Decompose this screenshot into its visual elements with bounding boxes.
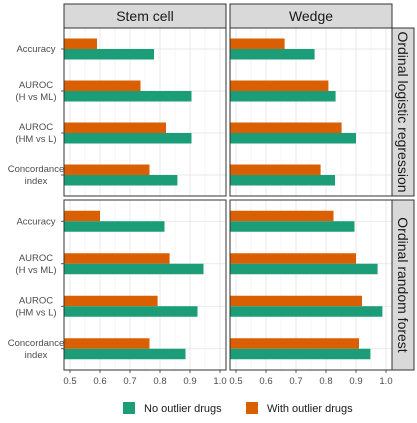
- panels: [63, 27, 393, 371]
- bar-with-outlier: [230, 253, 356, 264]
- panel-border: [63, 27, 227, 197]
- panel: [63, 27, 227, 197]
- x-tick-label: 1.0: [379, 376, 392, 387]
- bar-with-outlier: [64, 122, 166, 133]
- bar-with-outlier: [230, 295, 362, 307]
- y-tick-label: AUROC: [19, 253, 53, 264]
- panel-border: [63, 199, 227, 371]
- y-tick-label: Concordance: [8, 338, 65, 349]
- bar-no-outlier: [64, 221, 165, 232]
- y-tick-label: (H vs ML): [15, 265, 56, 276]
- panel: [229, 199, 393, 371]
- x-tick-label: 0.6: [259, 376, 272, 387]
- y-tick-label: AUROC: [19, 122, 53, 133]
- bar-no-outlier: [230, 306, 383, 317]
- x-tick-label: 1.0: [213, 376, 226, 387]
- x-axis-labels: 0.5 0.6 0.7 0.8 0.9 1.0 0.5 0.6 0.7 0.8 0.9 1.0: [63, 370, 393, 387]
- y-tick-label: Concordance: [8, 164, 65, 175]
- bar-with-outlier: [230, 122, 342, 133]
- bar-with-outlier: [230, 164, 321, 175]
- bar-no-outlier: [230, 49, 315, 60]
- legend: No outlier drugs With outlier drugs: [123, 402, 353, 415]
- bar-with-outlier: [64, 253, 170, 264]
- row-strip-label: Ordinal random forest: [395, 217, 411, 353]
- bar-no-outlier: [64, 175, 178, 186]
- bar-no-outlier: [230, 175, 335, 186]
- bar-with-outlier: [230, 210, 334, 222]
- y-tick-label: (H vs ML): [15, 92, 56, 103]
- panel-border: [229, 199, 393, 371]
- x-tick-label: 0.6: [93, 376, 106, 387]
- panel: [63, 199, 227, 371]
- x-tick-label: 0.5: [229, 376, 242, 387]
- y-tick-label: (HM vs L): [15, 307, 56, 318]
- bar-with-outlier: [64, 164, 150, 175]
- y-tick-label: AUROC: [19, 295, 53, 306]
- y-tick-label: index: [25, 350, 48, 361]
- bar-with-outlier: [64, 38, 97, 49]
- legend-label-no-outlier: No outlier drugs: [144, 403, 222, 415]
- bar-with-outlier: [64, 338, 150, 349]
- y-tick-label: (HM vs L): [15, 134, 56, 145]
- y-tick-label: Accuracy: [16, 216, 55, 227]
- row-strips: Ordinal logistic regression Ordinal rand…: [391, 27, 415, 371]
- legend-swatch-with-outlier: [246, 402, 258, 414]
- x-tick-label: 0.9: [349, 376, 362, 387]
- bar-no-outlier: [64, 49, 154, 60]
- bar-no-outlier: [64, 348, 186, 360]
- bar-with-outlier: [64, 80, 141, 91]
- bar-with-outlier: [230, 38, 285, 49]
- bar-with-outlier: [64, 210, 100, 222]
- legend-swatch-no-outlier: [123, 402, 135, 414]
- legend-label-with-outlier: With outlier drugs: [267, 403, 353, 415]
- x-tick-label: 0.8: [153, 376, 166, 387]
- row-strip-label: Ordinal logistic regression: [395, 31, 411, 192]
- x-tick-label: 0.8: [319, 376, 332, 387]
- y-tick-label: index: [25, 176, 48, 187]
- bar-no-outlier: [230, 348, 371, 360]
- bar-no-outlier: [230, 133, 356, 144]
- y-tick-label: Accuracy: [16, 44, 55, 55]
- panel-border: [229, 27, 393, 197]
- bar-with-outlier: [64, 295, 158, 307]
- column-strip-label: Wedge: [289, 8, 333, 24]
- bar-no-outlier: [230, 221, 355, 232]
- column-strips: Stem cell Wedge: [63, 3, 393, 29]
- bar-no-outlier: [230, 91, 336, 102]
- bar-no-outlier: [64, 263, 204, 275]
- column-strip-label: Stem cell: [116, 8, 174, 24]
- x-tick-label: 0.7: [289, 376, 302, 387]
- bar-no-outlier: [64, 306, 198, 317]
- bar-no-outlier: [64, 91, 192, 102]
- y-tick-label: AUROC: [19, 80, 53, 91]
- panel: [229, 27, 393, 197]
- bar-with-outlier: [230, 338, 359, 349]
- bar-with-outlier: [230, 80, 329, 91]
- x-tick-label: 0.5: [63, 376, 76, 387]
- x-tick-label: 0.7: [123, 376, 136, 387]
- bar-no-outlier: [64, 133, 192, 144]
- bar-no-outlier: [230, 263, 378, 275]
- x-tick-label: 0.9: [183, 376, 196, 387]
